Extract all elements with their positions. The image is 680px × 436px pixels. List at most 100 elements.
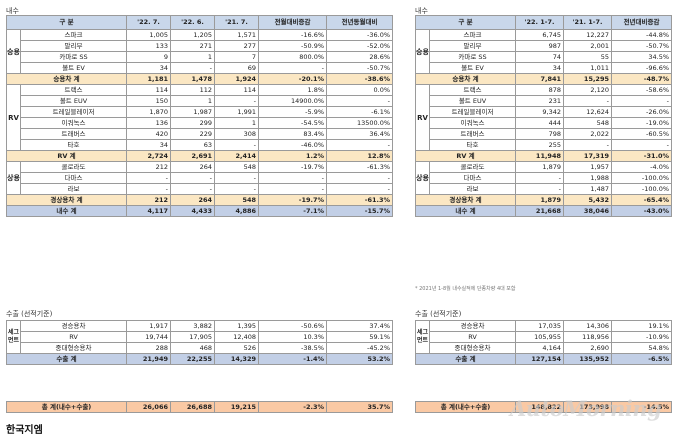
value-cell: 1,395: [214, 320, 259, 332]
model-name: 볼트 EUV: [19, 95, 128, 107]
segment-name: 경승용차: [20, 320, 127, 332]
value-cell: -: [258, 62, 328, 74]
value-cell: 1,991: [214, 106, 260, 118]
value-cell: 150: [126, 95, 172, 107]
segment-name: 중대형승용차: [20, 342, 127, 354]
value-cell: 133: [126, 40, 172, 52]
total-value: 22,255: [170, 353, 215, 365]
export-total-row: 수출 계 127,154 135,952 -6.5%: [415, 353, 672, 365]
domestic-monthly-table: 구 분 '22. 7. '22. 6. '21. 7. 전월대비증감 전년동월대비 승용 스파…: [5, 15, 394, 217]
value-cell: 17,035: [515, 320, 564, 332]
export-label: 수출 (선적기준): [6, 310, 53, 318]
total-value: 127,154: [515, 353, 564, 365]
value-cell: 6,745: [515, 29, 565, 41]
model-name: 라보: [428, 183, 517, 195]
grand-total-value: 173,998: [563, 401, 612, 413]
export-ytd-table: 세그먼트 경승용차 17,035 14,306 19.1% RV 105,955 118,95…: [415, 320, 672, 365]
grand-total-value: 19,215: [214, 401, 259, 413]
subtotal-value: 17,319: [563, 150, 613, 162]
model-name: 트랙스: [428, 84, 517, 96]
grand-total-monthly: 총 계(내수+수출) 26,066 26,688 19,215 -2.3% 35.7%: [6, 401, 393, 413]
value-cell: 264: [170, 161, 216, 173]
value-cell: 987: [515, 40, 565, 52]
value-cell: 1,005: [126, 29, 172, 41]
value-cell: -50.7%: [611, 40, 673, 52]
value-cell: 1,205: [170, 29, 216, 41]
value-cell: -6.1%: [326, 106, 394, 118]
export-total-row: 수출 계 21,949 22,255 14,329 -1.4% 53.2%: [6, 353, 393, 365]
value-cell: 69: [214, 62, 260, 74]
table-row: 라보 -1,487 -100.0%: [416, 183, 673, 195]
value-cell: 1.8%: [258, 84, 328, 96]
value-cell: 800.0%: [258, 51, 328, 63]
subtotal-value: 2,414: [214, 150, 260, 162]
value-cell: 34.5%: [611, 51, 673, 63]
group-label: 승용: [415, 29, 430, 74]
subtotal-value: 548: [214, 194, 260, 206]
value-cell: 9,342: [515, 106, 565, 118]
value-cell: 7: [214, 51, 260, 63]
brand-title: 한국지엠: [6, 425, 43, 436]
value-cell: 54.8%: [611, 342, 672, 354]
value-cell: 288: [126, 342, 171, 354]
model-name: 카마로 SS: [428, 51, 517, 63]
value-cell: -: [214, 95, 260, 107]
value-cell: -52.0%: [326, 40, 394, 52]
value-cell: 212: [126, 161, 172, 173]
value-cell: -: [563, 95, 613, 107]
subtotal-label: RV 계: [5, 150, 128, 162]
column-header: 전년동월대비: [326, 15, 394, 30]
table-row: 중대형승용차 288 468 526 -38.5% -45.2%: [7, 342, 393, 354]
value-cell: 105,955: [515, 331, 564, 343]
value-cell: 12,227: [563, 29, 613, 41]
table-row: 승용 스파크 1,005 1,205 1,571 -16.6% -36.0%: [6, 29, 394, 74]
subtotal-value: -20.1%: [258, 73, 328, 85]
export-ytd-label: 수출 (선적기준): [415, 310, 462, 318]
value-cell: 548: [214, 161, 260, 173]
model-name: 콜로라도: [428, 161, 517, 173]
subtotal-value: 1,879: [515, 194, 565, 206]
value-cell: 2,120: [563, 84, 613, 96]
value-cell: 2,690: [563, 342, 612, 354]
value-cell: 444: [515, 117, 565, 129]
value-cell: 0.0%: [326, 84, 394, 96]
value-cell: -: [126, 183, 172, 195]
value-cell: -50.9%: [258, 40, 328, 52]
model-name: 트랙스: [19, 84, 128, 96]
value-cell: 1,011: [563, 62, 613, 74]
value-cell: -10.9%: [611, 331, 672, 343]
value-cell: 59.1%: [326, 331, 393, 343]
value-cell: 271: [170, 40, 216, 52]
value-cell: 1,487: [563, 183, 613, 195]
subtotal-value: 2,691: [170, 150, 216, 162]
subtotal-value: -31.0%: [611, 150, 673, 162]
subtotal-value: 1,478: [170, 73, 216, 85]
value-cell: -100.0%: [611, 183, 673, 195]
value-cell: 19,744: [126, 331, 171, 343]
value-cell: -: [515, 183, 565, 195]
value-cell: 1: [214, 117, 260, 129]
table-row: 중대형승용차 4,164 2,690 54.8%: [416, 342, 672, 354]
value-cell: -: [515, 172, 565, 184]
value-cell: -4.0%: [611, 161, 673, 173]
value-cell: -: [214, 172, 260, 184]
grand-total-value: 26,688: [170, 401, 215, 413]
segment-name: 중대형승용차: [429, 342, 516, 354]
group-label: 승용: [6, 29, 21, 74]
table-row: 이쿼녹스 136 299 1 -54.5% 13500.0%: [7, 117, 394, 129]
table-row: 타호 255- -: [416, 139, 673, 151]
column-header: '21. 1-7.: [563, 15, 613, 30]
value-cell: -: [258, 183, 328, 195]
subtotal-row: RV 계 2,724 2,691 2,414 1.2% 12.8%: [5, 150, 394, 162]
value-cell: -: [611, 95, 673, 107]
value-cell: 308: [214, 128, 260, 140]
value-cell: 114: [214, 84, 260, 96]
subtotal-label: 경상용차 계: [414, 194, 517, 206]
model-name: 말리부: [19, 40, 128, 52]
export-monthly-table: 세그먼트 경승용차 1,917 3,882 1,395 -50.6% 37.4% RV 19,7…: [6, 320, 393, 365]
total-value: 4,886: [214, 205, 260, 217]
value-cell: 36.4%: [326, 128, 394, 140]
table-row: 말리부 133 271 277 -50.9% -52.0%: [7, 40, 394, 52]
table-row: 세그먼트 경승용차 1,917 3,882 1,395 -50.6% 37.4%: [6, 320, 393, 354]
value-cell: -: [126, 172, 172, 184]
